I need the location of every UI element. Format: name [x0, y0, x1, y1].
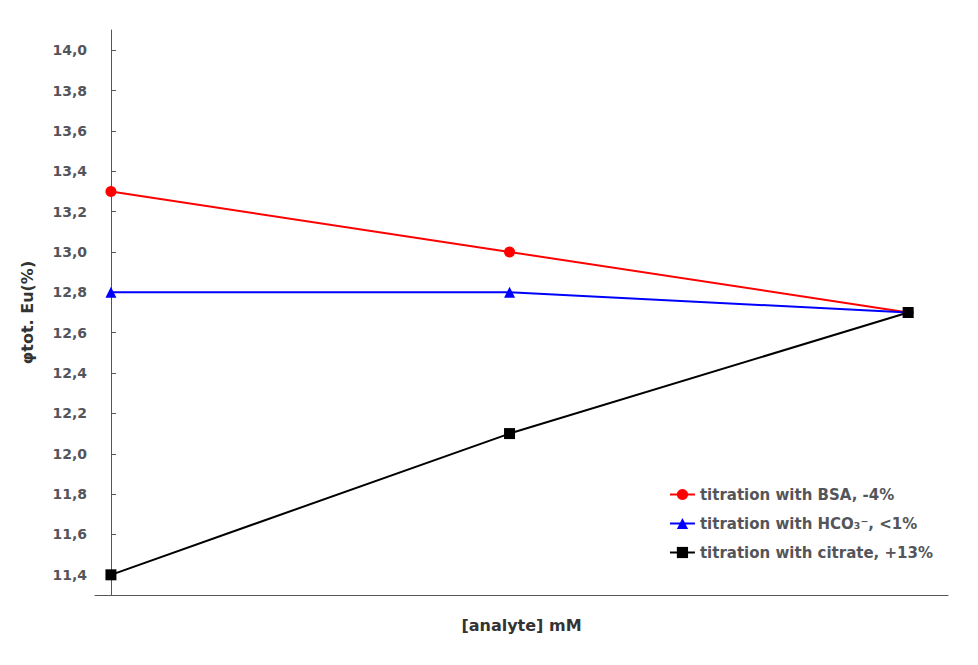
svg-text:13,4: 13,4 — [52, 163, 87, 179]
svg-text:11,6: 11,6 — [52, 526, 87, 542]
svg-text:13,8: 13,8 — [52, 83, 87, 99]
svg-text:13,2: 13,2 — [52, 204, 87, 220]
svg-text:13,0: 13,0 — [52, 244, 87, 260]
svg-text:titration with citrate, +13%: titration with citrate, +13% — [700, 544, 933, 562]
svg-text:12,6: 12,6 — [52, 325, 87, 341]
svg-text:11,8: 11,8 — [52, 486, 87, 502]
svg-text:12,4: 12,4 — [52, 365, 87, 381]
svg-text:[analyte] mM: [analyte] mM — [461, 616, 581, 635]
svg-text:titration with HCO₃⁻, <1%: titration with HCO₃⁻, <1% — [700, 515, 917, 533]
svg-text:13,6: 13,6 — [52, 123, 87, 139]
svg-text:14,0: 14,0 — [52, 42, 87, 58]
svg-text:11,4: 11,4 — [52, 567, 87, 583]
svg-text:12,8: 12,8 — [52, 284, 87, 300]
svg-text:12,2: 12,2 — [52, 405, 87, 421]
svg-text:φtot. Eu(%): φtot. Eu(%) — [18, 261, 37, 364]
svg-text:titration with BSA, -4%: titration with BSA, -4% — [700, 486, 894, 504]
svg-text:12,0: 12,0 — [52, 446, 87, 462]
